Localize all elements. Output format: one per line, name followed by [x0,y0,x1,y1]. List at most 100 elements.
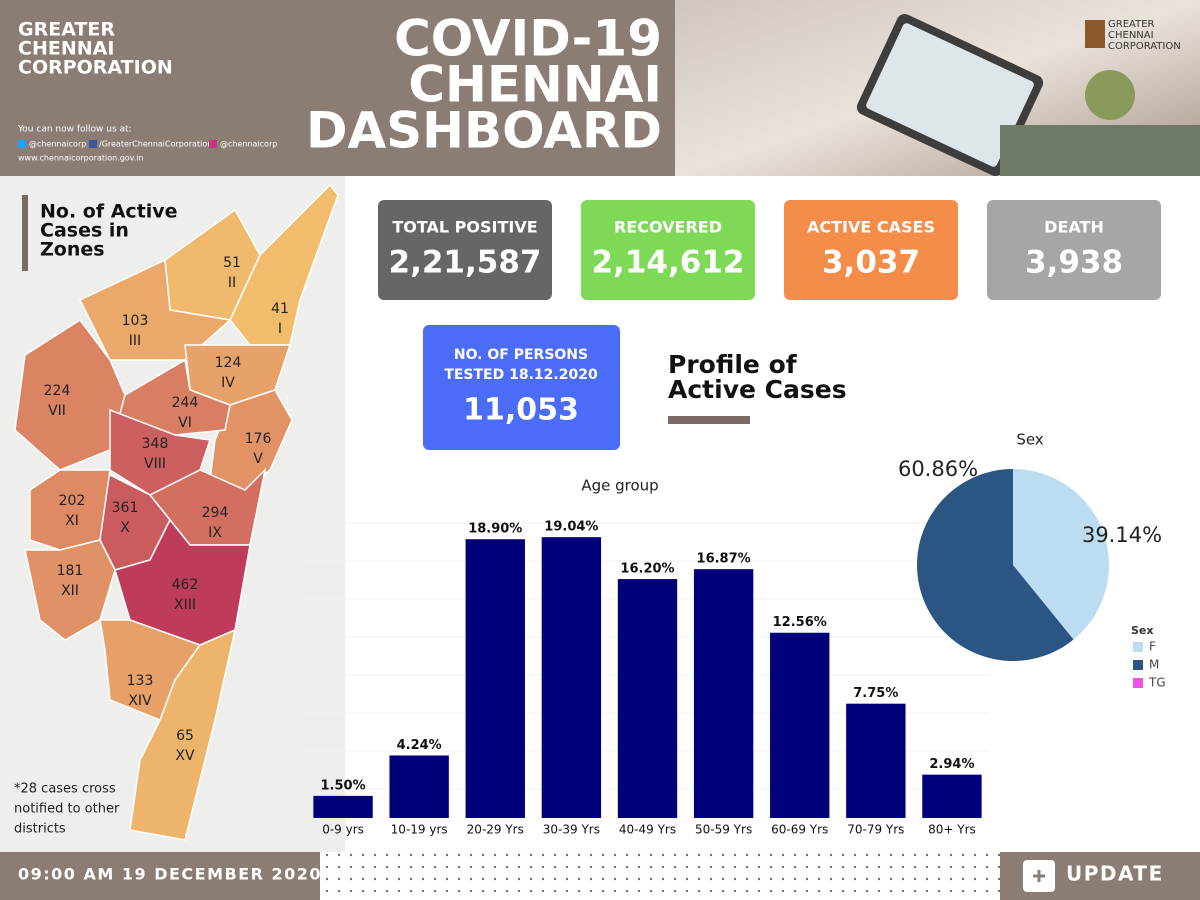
zone-value: 294 [202,505,229,521]
zone-label: XV [175,748,195,764]
bar [770,632,830,818]
stat-value: 3,037 [822,245,920,281]
bar [313,795,373,818]
stat-value: 2,21,587 [389,245,542,281]
main-title: CHENNAI [408,56,662,114]
zone-label: XIV [128,693,152,709]
main-title: DASHBOARD [306,102,662,160]
value-label: 60.86% [898,457,978,481]
logo-text: GREATER [1108,19,1155,30]
stat-label: DEATH [1044,218,1104,237]
zone-value: 65 [176,728,194,744]
org-name: CORPORATION [18,57,173,79]
zone-value: 41 [271,301,289,317]
tested-label: TESTED 18.12.2020 [444,367,598,383]
main-title: COVID-19 [394,10,662,68]
x-tick-label: 60-69 Yrs [771,823,828,837]
legend-label: TG [1148,676,1166,690]
stat-card [581,200,755,300]
zone-label: VII [48,403,66,419]
zone-label: VIII [144,456,166,472]
x-tick-label: 40-49 Yrs [619,823,676,837]
zone [129,628,237,841]
chart-title: Age group [581,477,658,495]
stat-value: 2,14,612 [592,245,745,281]
map-title: Zones [40,239,105,261]
x-tick-label: 70-79 Yrs [847,823,904,837]
stat-label: ACTIVE CASES [807,218,935,237]
zone-value: 51 [223,255,241,271]
map-note: *28 cases cross [14,782,116,797]
zone [24,539,116,641]
stat-label: TOTAL POSITIVE [392,218,537,237]
chart-title: Sex [1016,431,1043,449]
zone-label: XIII [174,597,196,613]
legend-swatch [1133,642,1143,652]
update-icon-plus [1033,870,1045,882]
tested-card [423,325,620,450]
zone-label: X [120,520,130,536]
zone-value: 361 [112,500,139,516]
instagram-handle: @chennaicorp [220,140,277,149]
zone-value: 103 [122,313,149,329]
org-name: GREATER [18,19,115,41]
zone-value: 176 [245,431,272,447]
stat-card [987,200,1161,300]
value-label: 12.56% [773,615,827,630]
zone [29,469,111,551]
x-tick-label: 80+ Yrs [928,823,976,837]
profile-underline [668,416,750,424]
zone-label: IV [221,375,235,391]
logo-emblem [1085,20,1105,48]
zone-value: 133 [127,673,154,689]
update-button[interactable]: UPDATE [1066,862,1164,886]
legend-label: M [1149,658,1159,672]
bar [693,569,754,818]
x-tick-label: 20-29 Yrs [467,823,524,837]
legend-title: Sex [1131,624,1153,637]
zone-label: XII [61,583,79,599]
value-label: 4.24% [397,738,442,753]
logo-text: CORPORATION [1108,41,1181,52]
zone-value: 202 [59,493,86,509]
legend-swatch [1133,678,1143,688]
instagram-icon [209,140,217,148]
bar [541,537,602,818]
bar [846,703,906,818]
bar [922,774,982,818]
value-label: 18.90% [468,522,522,537]
x-tick-label: 0-9 yrs [322,823,364,837]
zone-label: II [228,275,236,291]
pie-slice [917,469,1074,661]
header-bg [0,0,675,176]
pie-slice [1013,469,1109,640]
profile-title: Profile of [668,350,798,379]
org-name: CHENNAI [18,38,114,60]
value-label: 1.50% [321,778,366,793]
bar [465,539,525,818]
zone-label: IX [208,525,222,541]
zone-label: VI [178,415,192,431]
photo-screen [866,23,1034,167]
legend-swatch [1133,660,1143,670]
footer-dots [320,852,1000,900]
zone [229,183,339,346]
value-label: 19.04% [544,520,598,535]
map-title: No. of Active [40,201,178,223]
stat-value: 3,938 [1025,245,1123,281]
twitter-icon [18,140,26,148]
tested-value: 11,053 [463,393,579,428]
legend-label: F [1149,640,1156,654]
map-note: notified to other [14,802,120,817]
twitter-handle: @chennaicorp [29,140,86,149]
map-note: districts [14,822,66,837]
zone-value: 348 [142,436,169,452]
map-title-bar [22,195,28,271]
x-tick-label: 10-19 yrs [391,823,448,837]
stat-label: RECOVERED [614,218,722,237]
value-label: 7.75% [853,686,898,701]
zone-value: 124 [215,355,242,371]
timestamp: 09:00 AM 19 DECEMBER 2020 [18,865,322,884]
value-label: 2.94% [929,757,974,772]
